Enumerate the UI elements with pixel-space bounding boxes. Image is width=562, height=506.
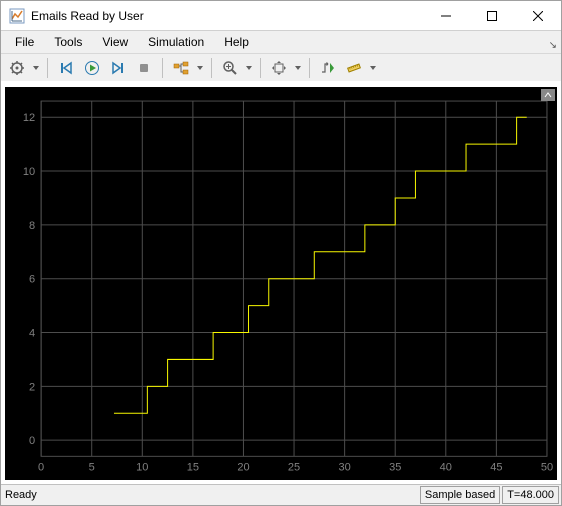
svg-text:20: 20 xyxy=(237,461,249,473)
svg-text:6: 6 xyxy=(29,273,35,285)
configure-icon[interactable] xyxy=(5,56,29,80)
autoscale-dropdown-icon[interactable] xyxy=(293,66,303,70)
minimize-button[interactable] xyxy=(423,1,469,31)
plot-container: 0 5 10 15 20 25 30 35 40 45 50 0 2 4 6 8 10 12 xyxy=(1,83,561,485)
step-forward-icon[interactable] xyxy=(106,56,130,80)
svg-text:45: 45 xyxy=(490,461,502,473)
statusbar: Ready Sample based T=48.000 xyxy=(1,485,561,505)
svg-text:35: 35 xyxy=(389,461,401,473)
separator xyxy=(309,58,310,78)
close-button[interactable] xyxy=(515,1,561,31)
menu-tools[interactable]: Tools xyxy=(44,33,92,51)
separator xyxy=(162,58,163,78)
step-back-icon[interactable] xyxy=(54,56,78,80)
svg-text:10: 10 xyxy=(23,166,35,178)
svg-text:0: 0 xyxy=(29,435,35,447)
measurements-dropdown-icon[interactable] xyxy=(368,66,378,70)
svg-text:12: 12 xyxy=(23,112,35,124)
configure-dropdown-icon[interactable] xyxy=(31,66,41,70)
maximize-button[interactable] xyxy=(469,1,515,31)
separator xyxy=(260,58,261,78)
svg-text:50: 50 xyxy=(541,461,553,473)
menu-help[interactable]: Help xyxy=(214,33,259,51)
undock-icon[interactable]: ↘ xyxy=(549,40,557,51)
menu-view[interactable]: View xyxy=(92,33,138,51)
separator xyxy=(47,58,48,78)
plot-canvas: 0 5 10 15 20 25 30 35 40 45 50 0 2 4 6 8 10 12 xyxy=(5,87,557,480)
status-mode: Sample based xyxy=(420,486,500,504)
menubar: File Tools View Simulation Help ↘ xyxy=(1,31,561,53)
run-icon[interactable] xyxy=(80,56,104,80)
zoom-dropdown-icon[interactable] xyxy=(244,66,254,70)
app-icon xyxy=(9,8,25,24)
zoom-icon[interactable] xyxy=(218,56,242,80)
measurements-icon[interactable] xyxy=(342,56,366,80)
svg-text:25: 25 xyxy=(288,461,300,473)
svg-text:40: 40 xyxy=(440,461,452,473)
svg-text:30: 30 xyxy=(338,461,350,473)
stop-icon[interactable] xyxy=(132,56,156,80)
menu-file[interactable]: File xyxy=(5,33,44,51)
window-title: Emails Read by User xyxy=(31,9,423,23)
maximize-axes-icon[interactable] xyxy=(541,89,555,101)
svg-text:2: 2 xyxy=(29,381,35,393)
svg-text:15: 15 xyxy=(187,461,199,473)
svg-text:10: 10 xyxy=(136,461,148,473)
signal-selector-icon[interactable] xyxy=(169,56,193,80)
svg-text:0: 0 xyxy=(38,461,44,473)
separator xyxy=(211,58,212,78)
autoscale-icon[interactable] xyxy=(267,56,291,80)
menu-simulation[interactable]: Simulation xyxy=(138,33,214,51)
svg-text:5: 5 xyxy=(89,461,95,473)
signal-dropdown-icon[interactable] xyxy=(195,66,205,70)
titlebar: Emails Read by User xyxy=(1,1,561,31)
status-time: T=48.000 xyxy=(502,486,559,504)
status-ready: Ready xyxy=(1,489,418,501)
scope-plot[interactable]: 0 5 10 15 20 25 30 35 40 45 50 0 2 4 6 8 10 12 xyxy=(5,87,557,480)
toolbar xyxy=(1,53,561,83)
triggers-icon[interactable] xyxy=(316,56,340,80)
svg-text:8: 8 xyxy=(29,220,35,232)
svg-text:4: 4 xyxy=(29,327,35,339)
app-window: Emails Read by User File Tools View Simu… xyxy=(0,0,562,506)
